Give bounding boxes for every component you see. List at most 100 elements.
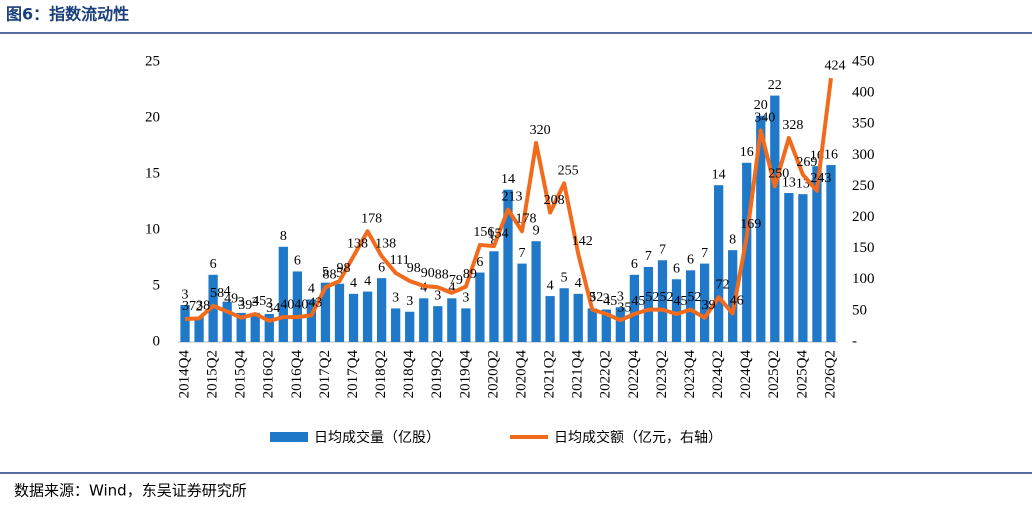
line-value-label: 43 <box>308 295 322 310</box>
bar-value-label: 9 <box>533 223 540 238</box>
bar-value-label: 2 <box>196 300 203 315</box>
y-tick-label: 15 <box>145 165 160 181</box>
bar <box>517 263 527 342</box>
bar-value-label: 20 <box>754 98 768 113</box>
bar <box>236 312 246 342</box>
bar-value-label: 7 <box>659 242 666 257</box>
bar <box>376 278 387 342</box>
bar <box>278 246 288 342</box>
bar <box>798 194 808 342</box>
bar <box>405 311 415 342</box>
line-value-label: 45 <box>603 294 617 309</box>
y2-tick-label: 450 <box>852 53 875 69</box>
bar <box>306 299 317 342</box>
line-value-label: 45 <box>631 294 645 309</box>
line-value-label: 52 <box>645 290 659 305</box>
line-value-label: 52 <box>688 290 702 305</box>
bar-value-label: 3 <box>589 291 596 306</box>
bar <box>714 185 724 342</box>
legend-label: 日均成交额（亿元，右轴） <box>554 429 722 446</box>
line-value-label: 89 <box>463 267 477 282</box>
bar-value-label: 4 <box>308 282 315 297</box>
bar <box>222 301 232 342</box>
x-tick-label: 2015Q4 <box>233 350 249 399</box>
bar <box>812 166 822 342</box>
line-value-label: 154 <box>487 226 508 241</box>
line-value-label: 45 <box>674 294 688 309</box>
x-tick-label: 2018Q4 <box>401 350 417 399</box>
x-tick-label: 2020Q4 <box>513 350 529 399</box>
bar <box>348 293 359 342</box>
y2-tick-label: 300 <box>852 147 875 163</box>
bar-value-label: 6 <box>294 254 301 269</box>
bar-value-label: 14 <box>712 167 726 182</box>
line-value-label: 320 <box>530 123 551 138</box>
line-value-label: 52 <box>589 290 603 305</box>
line-value-label: 340 <box>754 111 775 126</box>
bar <box>573 293 583 342</box>
bar <box>784 193 794 342</box>
bar <box>643 266 654 342</box>
bar <box>770 95 780 342</box>
bar-value-label: 3 <box>406 294 413 309</box>
x-tick-label: 2024Q2 <box>710 350 726 398</box>
bar-value-label: 4 <box>547 278 554 293</box>
x-tick-label: 2014Q4 <box>176 350 192 399</box>
bar <box>433 306 443 342</box>
legend-label: 日均成交量（亿股） <box>314 429 440 446</box>
line-value-label: 138 <box>347 236 368 251</box>
x-tick-label: 2017Q4 <box>345 350 361 399</box>
bar <box>601 309 611 342</box>
line-value-label: 39 <box>238 298 252 313</box>
line-value-label: 40 <box>294 297 308 312</box>
line-value-label: 156 <box>473 225 494 240</box>
line-value-label: 213 <box>502 190 523 205</box>
bar <box>503 189 513 342</box>
bar-value-label: 8 <box>729 232 736 247</box>
bar <box>699 263 710 342</box>
y-tick-label: 20 <box>145 109 160 125</box>
line-value-label: 40 <box>280 297 294 312</box>
line-value-label: 269 <box>796 155 817 170</box>
bar-value-label: 6 <box>673 261 680 276</box>
x-tick-label: 2025Q2 <box>766 350 782 398</box>
bar-value-label: 7 <box>645 249 652 264</box>
y-tick-label: 5 <box>153 277 161 293</box>
bar-value-label: 3 <box>617 289 624 304</box>
line-value-label: 52 <box>659 290 673 305</box>
x-tick-label: 2021Q4 <box>570 350 586 399</box>
bar <box>461 308 471 342</box>
bar-value-label: 22 <box>768 78 782 93</box>
x-tick-label: 2021Q2 <box>542 350 558 398</box>
x-tick-label: 2022Q2 <box>598 350 614 398</box>
bar-value-label: 8 <box>280 229 287 244</box>
line-value-label: 38 <box>196 299 210 314</box>
bar-value-label: 16 <box>740 145 754 160</box>
x-tick-label: 2016Q2 <box>261 350 277 398</box>
bar-value-label: 4 <box>448 281 455 296</box>
line-value-label: 88 <box>322 267 336 282</box>
bar <box>292 271 302 342</box>
line-value-label: 79 <box>449 273 463 288</box>
bar-value-label: 5 <box>336 266 343 281</box>
line-value-label: 138 <box>375 236 396 251</box>
bar-value-label: 16 <box>824 147 838 162</box>
bar <box>629 274 640 342</box>
x-tick-label: 2023Q4 <box>682 350 698 399</box>
line-value-label: 328 <box>782 118 803 133</box>
y2-tick-label: 150 <box>852 240 875 256</box>
bar-value-label: 7 <box>519 246 526 261</box>
y2-tick-label: 400 <box>852 85 875 101</box>
line-value-label: 39 <box>702 298 716 313</box>
x-tick-label: 2015Q2 <box>205 350 221 398</box>
bar <box>250 312 260 342</box>
x-tick-label: 2019Q2 <box>429 350 445 398</box>
y-tick-label: 0 <box>153 333 161 349</box>
bar-value-label: 3 <box>252 295 259 310</box>
bar-value-label: 3 <box>603 292 610 307</box>
bar <box>362 291 373 342</box>
x-tick-label: 2016Q4 <box>289 350 305 399</box>
bar-value-label: 4 <box>420 281 427 296</box>
y-tick-label: 10 <box>145 221 160 237</box>
